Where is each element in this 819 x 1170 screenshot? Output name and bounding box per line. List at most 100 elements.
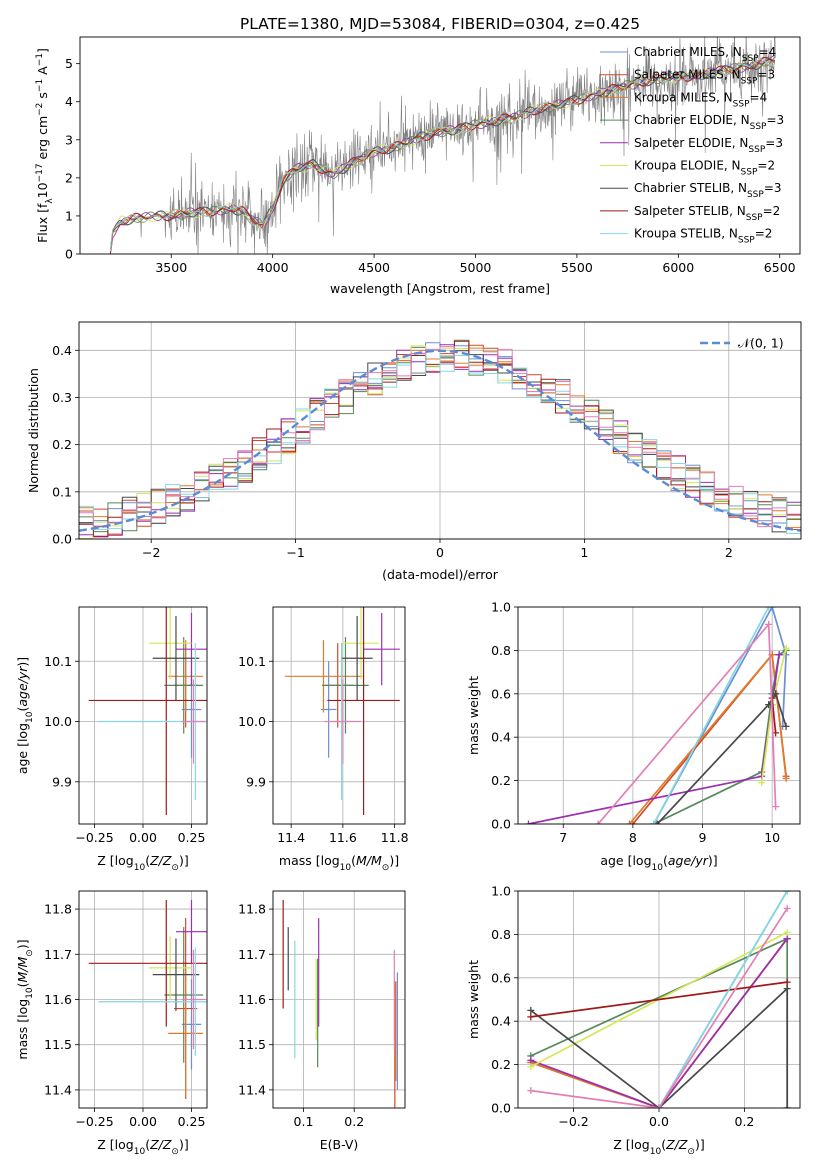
spectrum-lines	[109, 37, 776, 254]
y-tick-label: 11.5	[44, 1037, 72, 1052]
histograms	[79, 339, 801, 539]
errorbar-chabrier-elodie	[322, 637, 369, 734]
y-tick-label: 10.0	[44, 714, 72, 729]
weight-line-chabrier-miles	[653, 607, 787, 824]
legend-entry: Kroupa STELIB, NSSP=2	[634, 227, 772, 246]
x-axis-label-part: Z/Z	[149, 853, 172, 868]
marker-plus	[527, 1006, 535, 1014]
weight-line-kroupa-stelib	[653, 607, 770, 824]
y-tick-label: 11.8	[44, 902, 72, 917]
axes-frame	[79, 36, 801, 255]
x-axis-label-part: ⊙	[171, 863, 179, 873]
weight-line-salpeter-stelib	[530, 981, 788, 1018]
marker-plus	[783, 985, 791, 993]
legend-suffix: =4	[759, 45, 777, 59]
y-tick-label: 0.2	[52, 437, 72, 452]
chart-spectrum: 3500 4000 4500 5000 5500 6000 6500 0 1 2 3 4 5 wavele…	[35, 36, 801, 296]
legend-name: Salpeter ELODIE, N	[634, 136, 748, 150]
weight-line-salpeter-elodie	[528, 654, 780, 824]
ticks: 0.1 0.2 11.4 11.5 11.6 11.7 11.8	[238, 902, 364, 1129]
y-tick-label: 1.0	[491, 884, 511, 899]
errorbar-pink	[181, 679, 206, 764]
marker-plus	[594, 820, 602, 824]
x-tick-label: 7	[559, 830, 567, 845]
y-tick-label: 4	[65, 94, 73, 109]
errorbars	[284, 607, 400, 815]
x-axis-label-part: Z [log	[97, 1137, 133, 1152]
x-axis-label: age [log10(age/yr)]	[600, 853, 717, 873]
errorbar-chabrier-stelib	[341, 616, 373, 701]
marker-plus	[775, 651, 783, 659]
x-tick-label: −0.25	[75, 830, 113, 845]
x-tick-label: 0.2	[735, 1114, 755, 1129]
legend-name: Kroupa STELIB, N	[634, 227, 738, 241]
legend-name: Salpeter STELIB, N	[634, 204, 746, 218]
y-axis-label-part: A	[35, 66, 50, 79]
errorbars	[88, 900, 207, 1099]
y-tick-label: 0.4	[52, 343, 72, 358]
x-axis-label-part: (	[145, 1137, 150, 1152]
x-axis-label-part: 10	[650, 1147, 662, 1157]
x-tick-label: 9	[699, 830, 707, 845]
marker-plus	[527, 1087, 535, 1095]
y-axis-label-part: (	[15, 982, 30, 987]
y-tick-label: 0.2	[491, 1057, 511, 1072]
legend-sub: SSP	[733, 99, 750, 109]
legend-suffix: =2	[757, 159, 775, 173]
errorbar-salpeter-elodie	[175, 900, 207, 964]
histogram-kroupa-stelib	[79, 348, 801, 534]
legend-entry: 𝒩(0, 1)	[738, 336, 784, 351]
x-tick-label: 1	[580, 545, 588, 560]
errorbar-kroupa-miles	[284, 640, 363, 713]
legend-sub: SSP	[741, 77, 758, 87]
legend-sub: SSP	[748, 145, 765, 155]
weight-line-pink	[597, 622, 777, 824]
y-tick-label: 0.0	[491, 817, 511, 832]
x-axis-label-part: (	[663, 853, 668, 868]
weight-line-pink	[530, 907, 788, 1108]
y-axis-label-part: s	[35, 92, 50, 103]
marker-plus	[625, 820, 633, 824]
x-tick-label: 0.1	[294, 1114, 314, 1129]
x-tick-label: 8	[629, 830, 637, 845]
errorbar-kroupa-miles	[168, 640, 204, 713]
x-axis-label: E(B-V)	[320, 1137, 359, 1152]
x-axis-label: Z [log10(Z/Z⊙)]	[613, 1137, 704, 1157]
x-tick-label: 0.2	[344, 1114, 364, 1129]
y-tick-label: 11.4	[238, 1082, 266, 1097]
legend-sub: SSP	[741, 168, 758, 178]
marker-plus	[772, 803, 780, 811]
ticks: −2 −1 0 1 2 0.0 0.1 0.2 0.3 0.4	[52, 343, 733, 560]
y-axis-label: Flux [fλ10−17 erg cm−2 s−1 A−1]	[35, 48, 55, 243]
y-axis-label-part: M/M	[15, 956, 30, 982]
errorbar-pink	[324, 679, 361, 764]
y-axis-label-part: ⊙	[25, 949, 35, 957]
x-tick-label: 6000	[662, 260, 694, 275]
x-axis-label: Z [log10(Z/Z⊙)]	[97, 1137, 188, 1157]
marker-plus	[783, 935, 791, 943]
y-tick-label: 0.4	[491, 730, 511, 745]
ticks: 3500 4000 4500 5000 5500 6000 6500 0 1 2 3 4 5	[65, 56, 796, 275]
marker-plus	[783, 1104, 791, 1108]
y-tick-label: 10.1	[238, 654, 266, 669]
x-tick-label: −0.2	[558, 1114, 588, 1129]
legend-suffix: =3	[764, 181, 782, 195]
y-axis-label: mass weight	[466, 676, 481, 755]
legend-suffix: =3	[766, 113, 784, 127]
marker-plus	[653, 820, 661, 824]
legend-name: Kroupa ELODIE, N	[634, 159, 741, 173]
x-axis-label-part: Z/Z	[665, 1137, 688, 1152]
errorbar-salpeter-elodie	[363, 613, 400, 686]
marker-plus	[772, 690, 780, 698]
axes-frame	[78, 890, 208, 1109]
marker-plus	[768, 607, 776, 611]
x-axis-label-part: 10	[340, 863, 352, 873]
grid	[79, 607, 207, 824]
x-axis-label: (data-model)/error	[382, 567, 499, 582]
y-tick-label: 11.5	[238, 1037, 266, 1052]
y-tick-label: 10.1	[44, 654, 72, 669]
legend-name: Chabrier MILES, N	[634, 45, 742, 59]
x-tick-label: 3500	[155, 260, 187, 275]
y-axis-label-part: 10	[25, 711, 35, 723]
y-axis-label-part: λ	[45, 198, 55, 204]
